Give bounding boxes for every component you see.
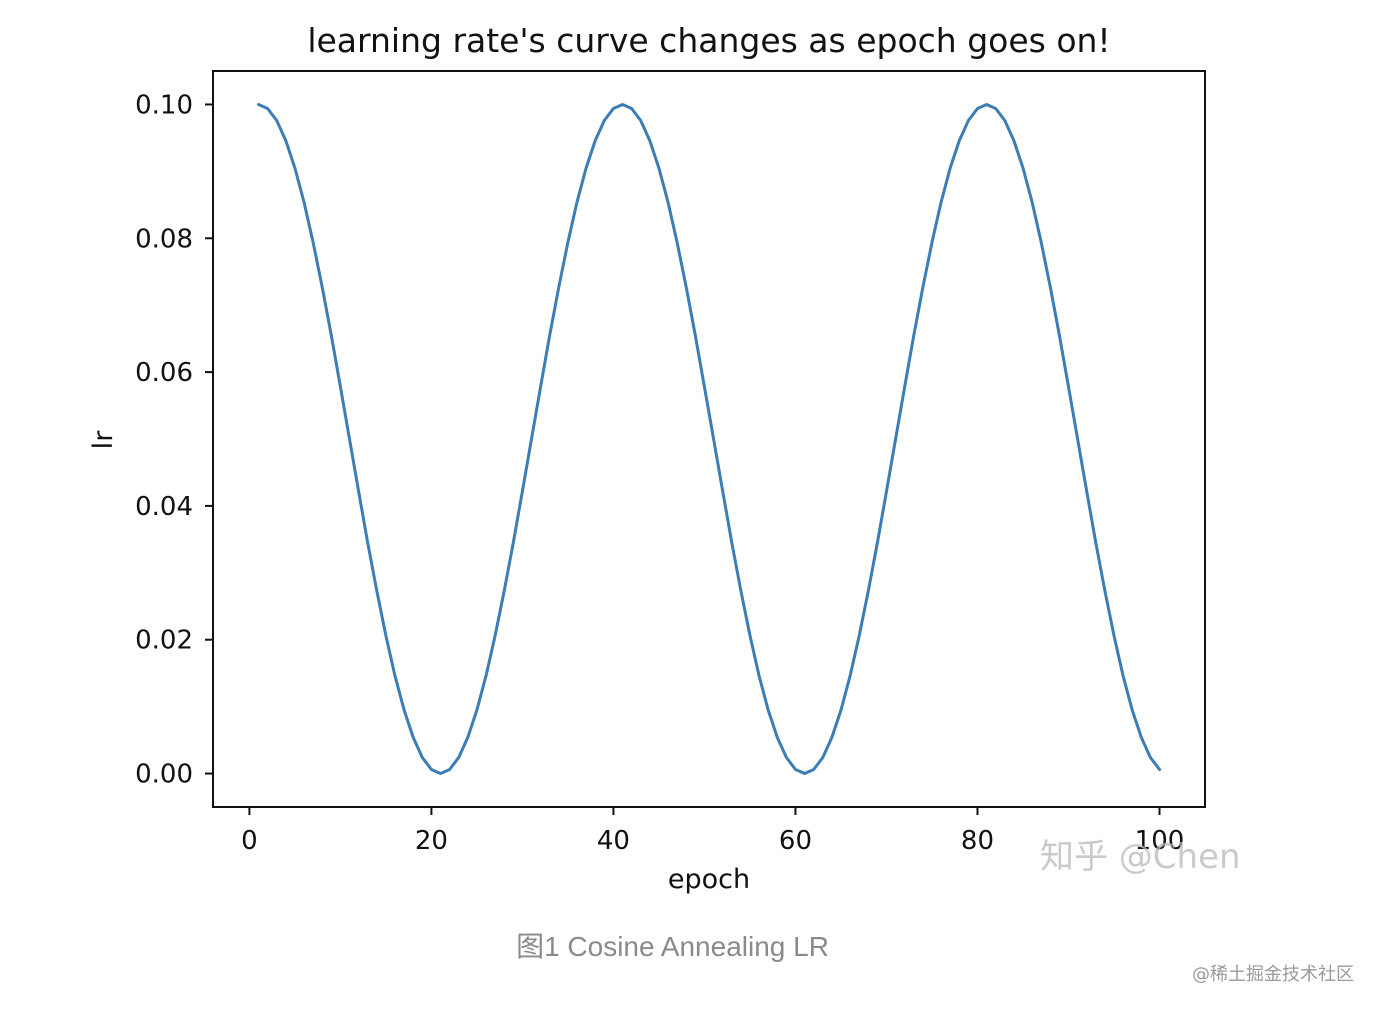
site-watermark: @稀土掘金技术社区 (1192, 964, 1354, 985)
lr-series-line (257, 103, 1161, 775)
x-tick-label: 20 (415, 826, 448, 856)
y-tick-label: 0.08 (135, 224, 193, 254)
plot-area (257, 103, 1161, 775)
y-tick-label: 0.00 (135, 760, 193, 790)
chart-title: learning rate's curve changes as epoch g… (307, 21, 1110, 60)
x-axis-label: epoch (668, 864, 750, 895)
x-tick-label: 60 (779, 826, 812, 856)
y-tick-label: 0.04 (135, 492, 193, 522)
x-axis-ticks: 0 20 40 60 80 100 (241, 807, 1184, 856)
y-tick-label: 0.06 (135, 358, 193, 388)
y-tick-label: 0.02 (135, 626, 193, 656)
x-tick-label: 40 (597, 826, 630, 856)
watermark: 知乎 @Chen (1040, 837, 1241, 877)
x-tick-label: 0 (241, 826, 258, 856)
x-tick-label: 100 (1135, 826, 1185, 856)
y-axis-label: lr (88, 430, 119, 450)
axes-frame (212, 70, 1206, 808)
x-tick-label: 80 (961, 826, 994, 856)
y-axis-ticks: 0.00 0.02 0.04 0.06 0.08 0.10 (135, 90, 213, 790)
y-tick-label: 0.10 (135, 90, 193, 120)
figure-caption: 图1 Cosine Annealing LR (516, 931, 829, 962)
